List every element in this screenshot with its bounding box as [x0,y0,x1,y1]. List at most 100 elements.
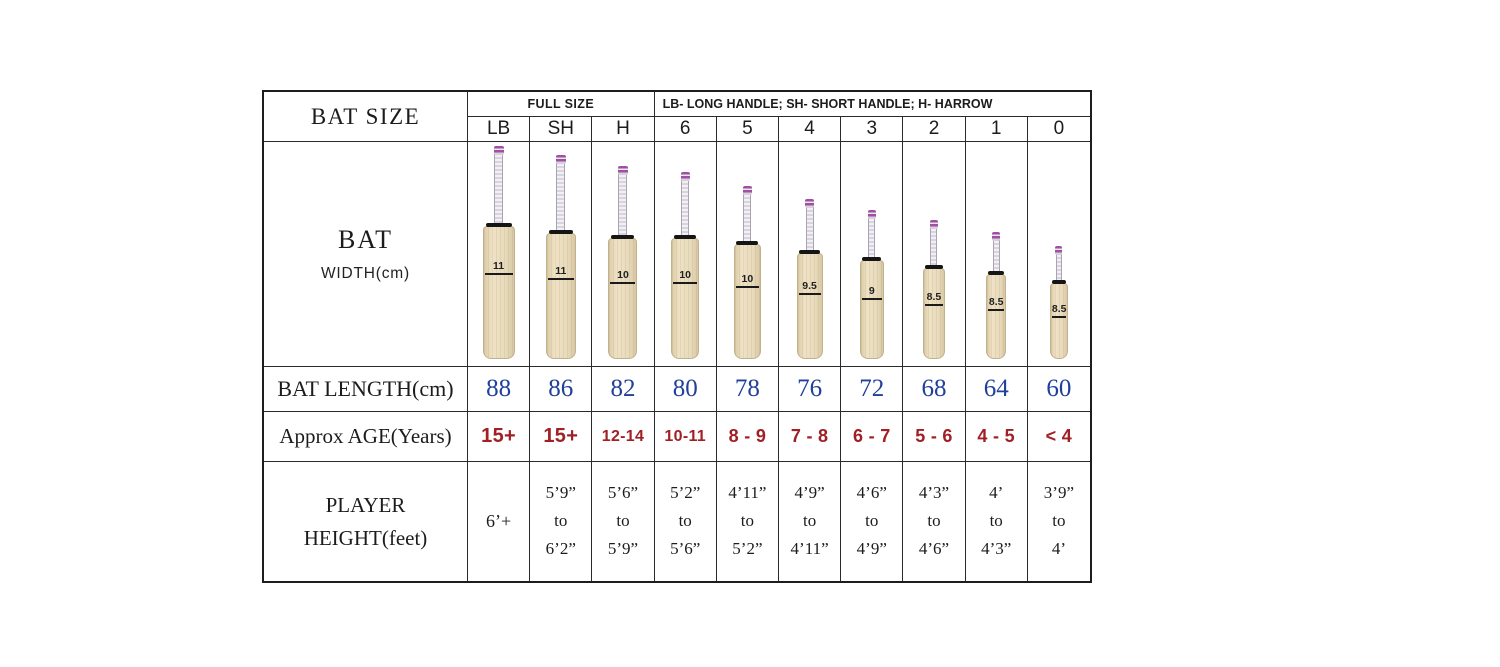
handle-abbreviation-legend: LB- LONG HANDLE; SH- SHORT HANDLE; H- HA… [654,92,1090,117]
grip-band [555,155,566,164]
bat-illustration: 8.5 [1049,246,1068,359]
bat-cell-h: 10 [592,142,655,367]
bat-collar [674,235,697,239]
bat-cell-sh: 11 [530,142,593,367]
bat-illustration: 9.5 [796,199,823,359]
height-6: 5’2” to 5’6” [655,462,717,581]
bat-length-lb: 88 [468,367,531,412]
bat-collar [611,235,635,239]
bat-cell-3: 9 [841,142,904,367]
column-header-sh: SH [530,117,593,142]
row-label-bat-length: BAT LENGTH(cm) [264,367,468,412]
bat-width-value: 8.5 [924,291,943,307]
column-header-5: 5 [716,117,779,142]
bat-collar [799,250,821,254]
bat-illustration: 11 [482,146,515,359]
bat-cell-1: 8.5 [965,142,1028,367]
bat-collar [548,230,573,234]
bat-width-value: 8.5 [988,296,1005,311]
column-header-4: 4 [779,117,842,142]
bat-blade: 11 [545,233,576,359]
bat-handle [992,232,1001,272]
bat-illustration: 10 [671,172,700,359]
bat-illustration: 8.5 [986,232,1007,359]
bat-length-3: 72 [841,367,904,412]
column-header-3: 3 [841,117,904,142]
bat-handle [742,186,752,242]
bat-collar [988,271,1005,275]
grip-band [992,232,1001,241]
bat-blade: 8.5 [1049,283,1068,359]
bat-illustration: 11 [545,155,576,359]
bat-cell-6: 10 [654,142,717,367]
bat-handle [929,220,938,266]
bat-width-value: 9 [861,285,882,301]
bat-width-subtitle: WIDTH(cm) [321,265,410,282]
row-label-player-height: PLAYER HEIGHT(feet) [264,462,468,581]
grip-band [1055,246,1063,255]
height-lb: 6’+ [468,462,531,581]
corner-bat-size-label: BAT SIZE [264,92,468,142]
bat-handle [555,155,566,231]
column-header-lb: LB [468,117,531,142]
bat-cell-0: 8.5 [1027,142,1090,367]
player-height-label-line2: HEIGHT(feet) [303,525,428,550]
bat-collar [924,265,943,269]
bat-illustration: 10 [608,166,638,359]
bat-cell-5: 10 [716,142,779,367]
grip-band [805,199,815,208]
full-size-group-header: FULL SIZE [468,92,655,117]
height-0: 3’9” to 4’ [1043,483,1074,558]
bat-handle [1055,246,1063,281]
age-5: 8 - 9 [716,412,779,462]
bat-width-value: 9.5 [798,280,821,296]
age-sh: 15+ [530,412,593,462]
column-header-6: 6 [654,117,717,142]
bat-width-value: 8.5 [1051,303,1067,318]
bat-illustration: 9 [859,210,884,359]
age-lb: 15+ [468,412,531,462]
grip-band [680,172,690,181]
bat-blade: 11 [482,226,515,359]
age-0: < 4 [1027,412,1090,462]
bat-cell-lb: 11 [468,142,531,367]
bat-width-value: 10 [735,273,759,289]
height-1: 4’ to 4’3” [966,462,1028,581]
bat-illustration: 10 [733,186,761,359]
bat-collar [736,241,759,245]
bat-width-value: 10 [673,269,698,284]
bat-size-table: BAT SIZE FULL SIZE LB- LONG HANDLE; SH- … [262,90,1092,583]
age-6: 10-11 [654,412,717,462]
column-header-h: H [592,117,655,142]
bat-blade: 8.5 [986,274,1007,359]
age-4: 7 - 8 [779,412,842,462]
bat-width-value: 11 [484,260,513,275]
grip-band [929,220,938,229]
height-3: 4’6” to 4’9” [841,462,904,581]
bat-length-4: 76 [779,367,842,412]
height-4: 4’9” to 4’11” [779,462,842,581]
height-5: 4’11” to 5’2” [717,462,779,581]
bat-illustration: 8.5 [922,220,945,359]
age-3: 6 - 7 [841,412,904,462]
bat-width-value: 10 [610,269,636,284]
bat-blade: 9.5 [796,253,823,359]
bat-blade: 10 [608,238,638,359]
grip-band [742,186,752,195]
bat-cell-2: 8.5 [903,142,966,367]
grip-band [867,210,876,219]
bat-collar [1051,280,1066,284]
height-h: 5’6” to 5’9” [592,462,655,581]
bat-length-5: 78 [716,367,779,412]
bat-handle [493,146,504,224]
bat-blade: 10 [733,244,761,359]
bat-handle [867,210,876,258]
height-2: 4’3” to 4’6” [903,462,966,581]
bat-width-value: 11 [547,265,574,281]
bat-collar [485,223,512,227]
bat-length-h: 82 [592,367,655,412]
bat-handle [680,172,690,236]
grip-band [617,166,628,175]
row-label-approx-age: Approx AGE(Years) [264,412,468,462]
